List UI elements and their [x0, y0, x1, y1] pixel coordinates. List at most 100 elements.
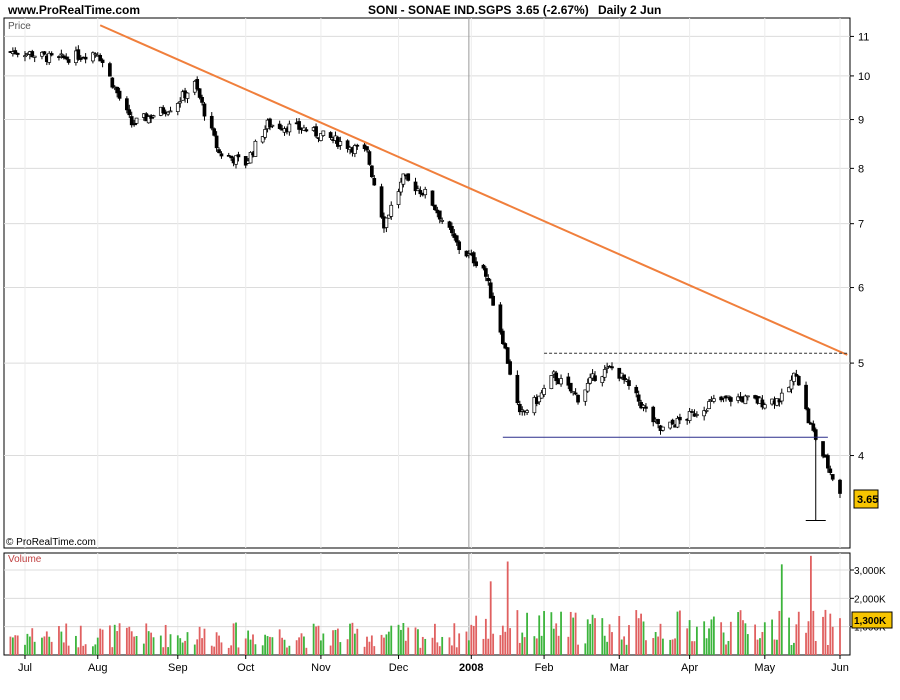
- candle-body: [481, 264, 486, 269]
- volume-bar: [383, 637, 385, 655]
- candle-body: [566, 376, 571, 386]
- volume-bar: [434, 623, 436, 655]
- volume-bar: [778, 610, 781, 655]
- volume-bar: [349, 623, 351, 655]
- volume-bar: [504, 631, 507, 655]
- volume-bar: [113, 624, 116, 655]
- volume-bar: [176, 635, 179, 655]
- candle-body: [268, 118, 272, 128]
- price-tick-label: 4: [858, 451, 864, 463]
- price-tick-label: 11: [858, 31, 869, 43]
- candle-body: [806, 408, 811, 424]
- price-tick-label: 10: [858, 71, 870, 83]
- volume-bar: [807, 621, 810, 655]
- candle-body: [634, 386, 639, 394]
- volume-bar: [710, 619, 713, 655]
- volume-bar: [402, 623, 405, 655]
- volume-bar: [130, 631, 133, 655]
- volume-bar: [414, 627, 417, 655]
- candle-body: [175, 103, 180, 112]
- candle-body: [236, 154, 241, 158]
- trendline-resistance: [99, 24, 848, 356]
- volume-bar: [538, 615, 541, 655]
- candle-body: [365, 146, 369, 151]
- volume-bar: [417, 629, 419, 655]
- candle-body: [185, 92, 190, 99]
- volume-bar: [96, 637, 99, 655]
- candle-body: [430, 190, 435, 206]
- candle-body: [399, 181, 403, 193]
- volume-bar: [353, 633, 356, 655]
- site-name[interactable]: www.ProRealTime.com: [8, 3, 141, 17]
- candle-body: [302, 127, 306, 131]
- candle-body: [297, 121, 301, 130]
- candle-body: [486, 277, 491, 282]
- candle-body: [406, 173, 411, 181]
- volume-bar: [812, 610, 815, 655]
- volume-bar: [286, 647, 288, 655]
- volume-bar: [669, 639, 672, 655]
- candle-body: [372, 178, 377, 186]
- volume-bar: [703, 621, 706, 655]
- volume-bar: [591, 614, 594, 655]
- volume-bar: [555, 623, 558, 655]
- volume-bar: [370, 635, 373, 655]
- candle-body: [214, 135, 219, 149]
- price-panel-label: Price: [8, 21, 31, 32]
- time-tick-label: Aug: [88, 662, 108, 674]
- candle-body: [314, 126, 318, 137]
- price-tick-label: 8: [858, 163, 864, 175]
- candle-body: [78, 58, 83, 60]
- volume-bar: [725, 644, 727, 655]
- candle-body: [675, 418, 680, 428]
- volume-bar: [133, 636, 136, 655]
- volume-bar: [363, 646, 366, 655]
- watermark: © ProRealTime.com: [6, 537, 96, 548]
- volume-bar: [24, 644, 26, 655]
- volume-bar: [62, 642, 65, 655]
- volume-bar: [754, 624, 757, 655]
- volume-bar: [288, 645, 291, 655]
- candle-body: [355, 144, 360, 147]
- volume-bar: [169, 634, 172, 655]
- candle-body: [321, 130, 326, 136]
- volume-bar: [501, 625, 504, 655]
- volume-bar: [744, 623, 747, 655]
- volume-bar: [822, 616, 824, 655]
- candle-body: [583, 389, 588, 402]
- candle-body: [345, 140, 350, 149]
- candle-body: [515, 374, 520, 404]
- candle-body: [539, 392, 544, 399]
- volume-bar: [763, 622, 766, 655]
- volume-bar: [543, 611, 545, 655]
- candle-body: [622, 374, 626, 381]
- volume-bar: [390, 625, 393, 655]
- volume-bar: [640, 613, 642, 655]
- candle-body: [503, 343, 508, 349]
- candle-body: [195, 79, 200, 90]
- volume-bar: [659, 623, 662, 655]
- volume-bar: [67, 645, 70, 655]
- candle-body: [260, 136, 265, 143]
- volume-bar: [722, 632, 725, 655]
- candle-body: [610, 366, 614, 369]
- volume-bar: [482, 638, 485, 655]
- candle-body: [197, 88, 202, 98]
- candle-body: [47, 52, 52, 63]
- volume-bar: [193, 644, 196, 655]
- volume-bar: [125, 627, 128, 655]
- volume-bar: [329, 645, 332, 655]
- candles: [8, 45, 842, 499]
- candle-body: [134, 117, 139, 124]
- last-price-tag-bg: [853, 489, 879, 509]
- candle-body: [585, 383, 590, 392]
- time-tick-label: Oct: [237, 662, 254, 674]
- volume-bar: [84, 644, 87, 655]
- volume-bar: [305, 647, 308, 655]
- volume-bar: [431, 637, 434, 655]
- volume-bar: [252, 634, 254, 655]
- volume-bar: [552, 628, 555, 655]
- volume-bar: [686, 628, 689, 655]
- candle-body: [644, 406, 648, 409]
- candle-body: [500, 330, 505, 345]
